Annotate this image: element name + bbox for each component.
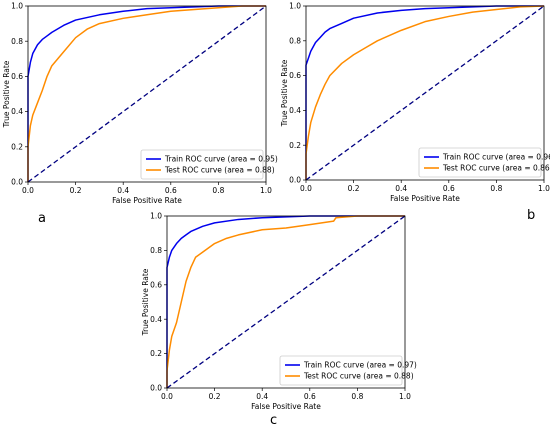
y-tick-label: 0.2 bbox=[11, 142, 23, 151]
y-tick-label: 0.4 bbox=[11, 107, 23, 116]
roc-panel-c: 0.0 0.2 0.4 0.6 0.8 1.0 0.0 0.2 0.4 0.6 0.8 1.0 Fals… bbox=[141, 212, 417, 411]
y-axis-label: True Positive Rate bbox=[280, 59, 289, 127]
legend-entry: Train ROC curve (area = 0.95) bbox=[164, 155, 278, 164]
legend-entry: Test ROC curve (area = 0.88) bbox=[164, 166, 275, 175]
y-tick-label: 0.0 bbox=[289, 176, 301, 185]
x-tick-label: 1.0 bbox=[538, 184, 550, 193]
y-axis-label: True Positive Rate bbox=[141, 268, 150, 336]
x-axis-label: False Positive Rate bbox=[112, 196, 182, 205]
x-tick-label: 0.2 bbox=[209, 392, 221, 401]
legend: Train ROC curve (area = 0.97) Test ROC cu… bbox=[279, 355, 417, 386]
x-tick-label: 0.8 bbox=[490, 184, 502, 193]
plot-frame bbox=[166, 215, 406, 389]
train-roc-line bbox=[305, 5, 544, 180]
y-tick-label: 0.8 bbox=[150, 246, 162, 255]
y-axis-label: True Positive Rate bbox=[2, 60, 11, 128]
y-tick-label: 0.6 bbox=[150, 280, 162, 289]
roc-panel-b: 0.0 0.2 0.4 0.6 0.8 1.0 0.0 0.2 0.4 0.6 0.8 1.0 Fals… bbox=[280, 2, 550, 203]
x-tick-label: 0.6 bbox=[165, 186, 177, 195]
legend-box bbox=[279, 355, 403, 386]
x-tick-label: 1.0 bbox=[399, 392, 411, 401]
x-axis-label: False Positive Rate bbox=[251, 402, 321, 411]
x-tick-label: 0.2 bbox=[348, 184, 360, 193]
legend-entry: Train ROC curve (area = 0.97) bbox=[303, 361, 417, 370]
plot-frame bbox=[27, 5, 267, 183]
x-tick-label: 0.0 bbox=[161, 392, 173, 401]
y-tick-label: 0.2 bbox=[289, 141, 301, 150]
legend-box bbox=[140, 149, 264, 180]
y-tick-label: 0.4 bbox=[150, 315, 162, 324]
x-tick-label: 1.0 bbox=[260, 186, 272, 195]
y-tick-label: 0.8 bbox=[11, 37, 23, 46]
x-tick-label: 0.0 bbox=[300, 184, 312, 193]
legend: Train ROC curve (area = 0.95) Test ROC cu… bbox=[140, 149, 278, 180]
legend-box bbox=[418, 147, 542, 178]
test-roc-line bbox=[166, 215, 405, 388]
legend-entry: Test ROC curve (area = 0.86) bbox=[442, 164, 550, 173]
y-tick-label: 0.0 bbox=[150, 384, 162, 393]
roc-panel-a: 0.0 0.2 0.4 0.6 0.8 1.0 0.0 0.2 0.4 0.6 0.8 1.0 Fals… bbox=[2, 2, 278, 205]
x-tick-label: 0.6 bbox=[443, 184, 455, 193]
y-tick-label: 0.0 bbox=[11, 178, 23, 187]
panel-label-c: c bbox=[270, 413, 277, 428]
legend: Train ROC curve (area = 0.96) Test ROC cu… bbox=[418, 147, 550, 178]
x-tick-label: 0.8 bbox=[351, 392, 363, 401]
panel-label-a: a bbox=[38, 211, 46, 226]
y-tick-label: 0.8 bbox=[289, 36, 301, 45]
x-axis-label: False Positive Rate bbox=[390, 194, 460, 203]
legend-entry: Test ROC curve (area = 0.88) bbox=[303, 372, 414, 381]
y-tick-label: 0.6 bbox=[11, 72, 23, 81]
y-tick-label: 0.4 bbox=[289, 106, 301, 115]
diagonal-reference-line bbox=[305, 5, 545, 181]
train-roc-line bbox=[27, 5, 266, 182]
y-tick-label: 0.2 bbox=[150, 349, 162, 358]
x-tick-label: 0.6 bbox=[304, 392, 316, 401]
y-tick-label: 0.6 bbox=[289, 71, 301, 80]
x-tick-label: 0.4 bbox=[117, 186, 129, 195]
diagonal-reference-line bbox=[166, 215, 406, 389]
panel-label-b: b bbox=[527, 208, 535, 223]
x-tick-label: 0.0 bbox=[22, 186, 34, 195]
x-tick-label: 0.8 bbox=[212, 186, 224, 195]
test-roc-line bbox=[27, 5, 266, 182]
x-tick-label: 0.2 bbox=[70, 186, 82, 195]
x-tick-label: 0.4 bbox=[395, 184, 407, 193]
x-tick-label: 0.4 bbox=[256, 392, 268, 401]
diagonal-reference-line bbox=[27, 5, 267, 183]
y-tick-label: 1.0 bbox=[11, 2, 23, 11]
y-tick-label: 1.0 bbox=[289, 2, 301, 11]
y-tick-label: 1.0 bbox=[150, 212, 162, 221]
legend-entry: Train ROC curve (area = 0.96) bbox=[442, 153, 550, 162]
test-roc-line bbox=[305, 5, 545, 180]
plot-frame bbox=[305, 5, 545, 181]
